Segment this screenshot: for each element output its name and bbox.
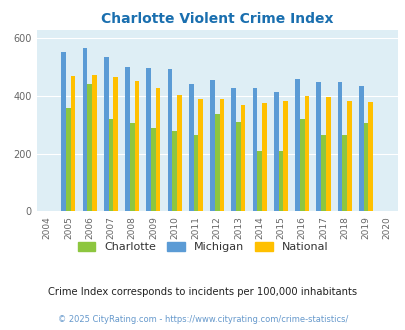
- Title: Charlotte Violent Crime Index: Charlotte Violent Crime Index: [101, 12, 333, 26]
- Bar: [177, 95, 181, 211]
- Bar: [188, 83, 193, 211]
- Bar: [283, 101, 287, 211]
- Bar: [70, 76, 75, 211]
- Bar: [61, 52, 66, 211]
- Bar: [358, 86, 363, 211]
- Bar: [252, 88, 257, 211]
- Bar: [87, 83, 92, 211]
- Bar: [231, 88, 236, 211]
- Bar: [304, 96, 309, 211]
- Bar: [108, 119, 113, 211]
- Bar: [198, 99, 202, 211]
- Bar: [83, 48, 87, 211]
- Legend: Charlotte, Michigan, National: Charlotte, Michigan, National: [73, 238, 332, 257]
- Bar: [337, 82, 341, 211]
- Bar: [172, 131, 177, 211]
- Bar: [219, 99, 224, 211]
- Bar: [346, 101, 351, 211]
- Bar: [130, 123, 134, 211]
- Bar: [261, 103, 266, 211]
- Bar: [146, 68, 151, 211]
- Bar: [273, 92, 278, 211]
- Bar: [92, 75, 96, 211]
- Bar: [125, 67, 130, 211]
- Bar: [363, 123, 367, 211]
- Bar: [210, 80, 214, 211]
- Bar: [325, 97, 330, 211]
- Bar: [193, 135, 198, 211]
- Bar: [320, 135, 325, 211]
- Bar: [156, 88, 160, 211]
- Bar: [104, 57, 108, 211]
- Bar: [134, 81, 139, 211]
- Bar: [257, 151, 261, 211]
- Bar: [214, 114, 219, 211]
- Bar: [341, 135, 346, 211]
- Bar: [294, 79, 299, 211]
- Bar: [113, 77, 118, 211]
- Bar: [167, 69, 172, 211]
- Text: © 2025 CityRating.com - https://www.cityrating.com/crime-statistics/: © 2025 CityRating.com - https://www.city…: [58, 315, 347, 324]
- Bar: [278, 151, 283, 211]
- Text: Crime Index corresponds to incidents per 100,000 inhabitants: Crime Index corresponds to incidents per…: [48, 287, 357, 297]
- Bar: [240, 105, 245, 211]
- Bar: [299, 119, 304, 211]
- Bar: [236, 122, 240, 211]
- Bar: [151, 128, 156, 211]
- Bar: [66, 108, 70, 211]
- Bar: [315, 82, 320, 211]
- Bar: [367, 102, 372, 211]
